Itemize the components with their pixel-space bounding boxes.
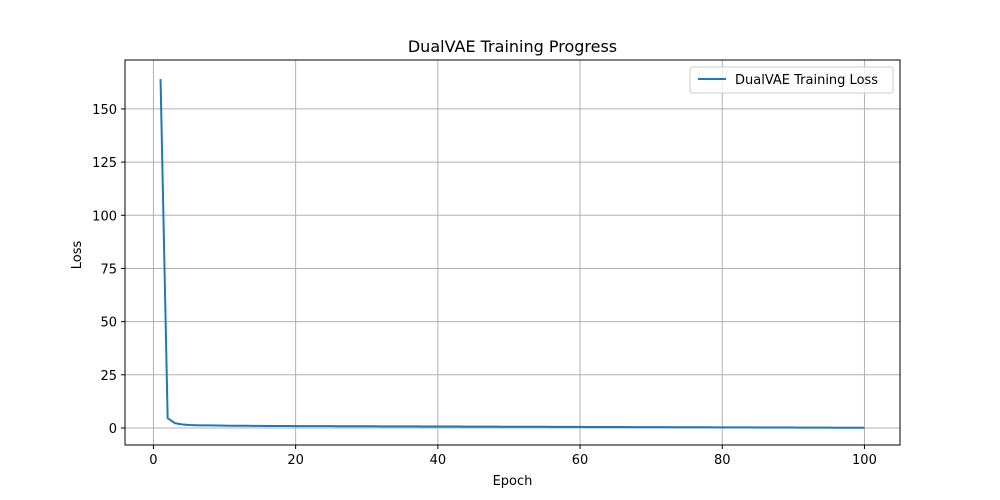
x-axis: 0 20 40 60 80 100 [149, 445, 877, 468]
legend-box [689, 66, 894, 94]
plot-frame [124, 59, 901, 446]
y-tick-label: 100 [92, 209, 117, 224]
x-tick-label: 60 [572, 453, 589, 468]
grid-lines [125, 60, 900, 445]
x-axis-label: Epoch [493, 474, 533, 489]
x-tick-label: 20 [287, 453, 304, 468]
loss-series-line [159, 79, 865, 429]
y-tick-label: 150 [92, 103, 117, 118]
y-tick-label: 0 [109, 422, 117, 437]
legend: DualVAE Training Loss [689, 66, 894, 94]
y-tick-label: 50 [100, 316, 117, 331]
series-layer [159, 79, 865, 429]
y-tick-label: 125 [92, 156, 117, 171]
chart-title: DualVAE Training Progress [408, 37, 617, 56]
x-tick-label: 100 [852, 453, 877, 468]
x-tick-label: 0 [149, 453, 157, 468]
x-tick-label: 80 [714, 453, 731, 468]
y-tick-label: 75 [100, 262, 117, 277]
x-tick-label: 40 [430, 453, 447, 468]
y-axis: 0 25 50 75 100 125 150 [92, 103, 125, 437]
y-tick-label: 25 [100, 369, 117, 384]
y-axis-label: Loss [70, 241, 85, 270]
legend-label: DualVAE Training Loss [735, 73, 878, 88]
